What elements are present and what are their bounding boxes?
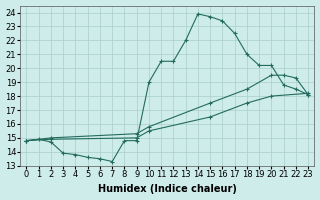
X-axis label: Humidex (Indice chaleur): Humidex (Indice chaleur) bbox=[98, 184, 237, 194]
